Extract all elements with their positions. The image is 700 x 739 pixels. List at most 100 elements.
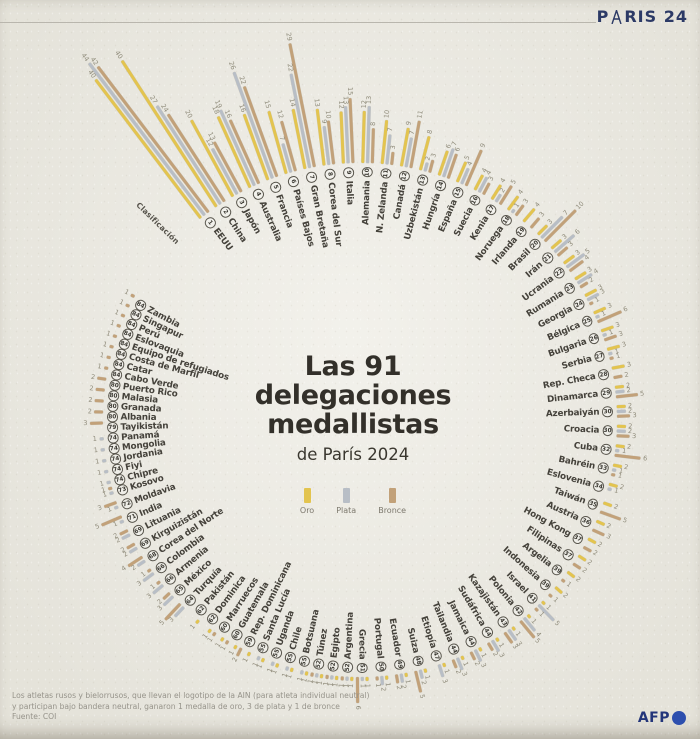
medal-value: 1 [101, 339, 109, 349]
medal-bar-bronce [370, 128, 375, 164]
medal-bar-bronce [103, 366, 109, 370]
delegation-name: Rep. Checa [542, 371, 597, 391]
delegation-name: Eslovenia [545, 467, 593, 489]
medal-value: 3 [566, 239, 575, 249]
medal-bar-bronce [390, 151, 395, 166]
medal-bar-oro [566, 570, 576, 579]
medal-value: 1 [99, 350, 105, 360]
medal-value: 1 [94, 457, 100, 466]
medal-value: 4 [533, 200, 542, 209]
rank-badge: 69 [131, 523, 146, 538]
rank-badge: 29 [600, 387, 613, 399]
rank-badge: 39 [549, 562, 565, 578]
medal-bar-bronce [224, 639, 230, 646]
medal-value: 8 [368, 121, 378, 127]
medal-bar-oro [614, 384, 624, 389]
delegation-name: Suiza [405, 626, 422, 654]
medal-bar-oro [289, 667, 294, 673]
medal-value: 2 [230, 655, 240, 664]
medal-value: 5 [552, 619, 562, 628]
medal-value: 3 [626, 360, 632, 369]
medal-bar-plata [345, 676, 349, 682]
medal-bar-bronce [340, 676, 344, 681]
medal-value: 1 [98, 479, 105, 489]
medal-value: 3 [388, 144, 398, 150]
delegation-name: Cuba [573, 440, 599, 454]
delegation-name: Ecuador [387, 617, 404, 658]
rank-badge: 79 [106, 422, 118, 433]
afp-globe-icon [672, 711, 686, 725]
medal-value: 20 [183, 108, 195, 120]
medal-bar-bronce [394, 674, 400, 684]
medal-value: 1 [117, 297, 126, 307]
rank-badge: 33 [596, 461, 610, 475]
medal-value: 1 [265, 666, 275, 674]
rank-badge: 50 [375, 661, 387, 673]
rank-badge: 14 [433, 179, 448, 193]
brand-text-rest: RIS 24 [624, 7, 688, 26]
rank-badge: 30 [602, 406, 614, 418]
medal-bar-plata [101, 459, 107, 463]
rank-badge: 48 [411, 654, 425, 668]
medal-bar-bronce [97, 376, 107, 381]
medal-bar-oro [404, 672, 409, 678]
chart-subtitle: de París 2024 [296, 445, 410, 465]
medal-value: 2 [394, 684, 404, 691]
medal-bar-oro [385, 675, 389, 681]
medal-bar-bronce [96, 65, 210, 214]
rank-badge: 43 [495, 614, 511, 630]
medal-value: 2 [87, 407, 92, 416]
rank-badge: 59 [242, 634, 257, 649]
medal-value: 10 [574, 199, 586, 212]
medal-value: 5 [533, 636, 542, 645]
rank-badge: 66 [153, 560, 169, 576]
delegation-label: Dinamarca 29 [546, 387, 613, 405]
medal-value: 1 [93, 445, 99, 455]
rank-badge: 52 [312, 658, 325, 671]
rank-badge: 51 [356, 662, 368, 674]
rank-badge: 34 [592, 479, 606, 493]
medal-value: 1 [613, 486, 620, 496]
rank-badge: 55 [298, 655, 311, 668]
chart-title-block: Las 91 delegaciones medallistas de París… [203, 352, 503, 516]
footnote-line2: y participan bajo bandera neutral, ganar… [12, 701, 340, 711]
medal-bar-plata [616, 409, 626, 413]
medal-bar-bronce [613, 374, 623, 380]
medal-bar-oro [194, 619, 200, 625]
medal-bar-bronce [115, 323, 122, 328]
delegation-label: Cuba 32 [573, 440, 612, 456]
rank-badge: 9 [343, 167, 355, 178]
rank-badge: 18 [499, 212, 514, 228]
rank-badge: 25 [580, 314, 595, 329]
rank-badge: 60 [217, 620, 232, 635]
medal-bar-plata [330, 675, 334, 680]
ranking-axis-label: Clasificación [134, 200, 182, 247]
medal-value: 10 [323, 109, 333, 120]
rank-badge: 22 [551, 265, 567, 281]
medal-bar-bronce [89, 421, 104, 425]
delegation-name: N. Zelanda [374, 181, 391, 234]
rank-badge: 7 [305, 170, 318, 184]
medal-bar-bronce [375, 676, 379, 681]
medal-bar-oro [365, 676, 369, 682]
medal-value: 2 [90, 372, 96, 382]
medal-value: 3 [614, 320, 621, 330]
rank-badge: 80 [107, 390, 120, 402]
medal-bar-oro [495, 637, 500, 643]
medal-bar-plata [103, 469, 109, 474]
medal-value: 15 [345, 86, 355, 96]
medal-value: 1 [280, 671, 290, 679]
rank-badge: 64 [182, 592, 198, 608]
medal-value: 2 [89, 384, 94, 393]
medal-bar-bronce [614, 453, 641, 460]
legend-label-plata: Plata [336, 506, 357, 516]
rank-badge: 20 [527, 237, 543, 252]
medal-bar-bronce [112, 334, 118, 339]
rank-badge: 69 [138, 536, 153, 551]
medal-value: 2 [580, 566, 589, 575]
medal-value: 2 [591, 548, 600, 558]
medal-value: 2 [587, 275, 596, 285]
medal-bar-oro [319, 673, 324, 679]
rank-badge: 55 [283, 651, 297, 665]
medal-bar-bronce [211, 631, 217, 637]
